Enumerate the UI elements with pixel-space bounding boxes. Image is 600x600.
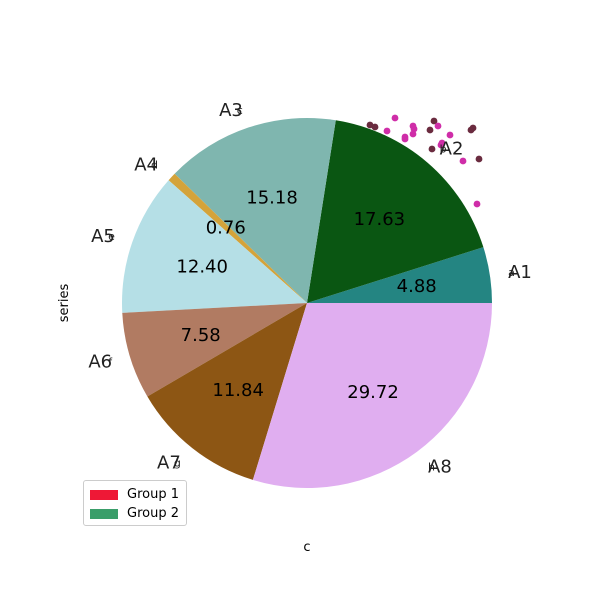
pie-slice-a3 (174, 118, 336, 303)
legend-label-group-2: Group 2 (127, 506, 179, 521)
slice-sublabel-a7: g (174, 457, 181, 470)
slice-value-a4: 0.76 (206, 217, 246, 238)
legend-label-group-1: Group 1 (127, 487, 179, 502)
slice-value-a5: 12.40 (176, 256, 228, 277)
pie-slice-a8 (252, 303, 492, 488)
pie-slice-a7 (147, 303, 307, 480)
scatter-point (430, 117, 438, 125)
slice-sublabel-a1: a (508, 266, 515, 279)
x-axis-label: c (303, 540, 310, 555)
scatter-point (391, 114, 399, 122)
legend-item-group-2: Group 2 (90, 504, 180, 523)
scatter-point (459, 157, 467, 165)
slice-label-a5: A5 (91, 226, 115, 247)
legend: Group 1 Group 2 (83, 480, 187, 526)
scatter-point (473, 200, 481, 208)
slice-value-a1: 4.88 (397, 276, 437, 297)
scatter-point (410, 125, 418, 133)
scatter-point (371, 123, 379, 131)
slice-value-a8: 29.72 (347, 382, 399, 403)
slice-value-a6: 7.58 (181, 325, 221, 346)
pie-slice-a6 (122, 303, 308, 397)
pie-slice-a4 (168, 173, 307, 303)
slice-label-a4: A4 (134, 154, 158, 175)
slice-label-a1: A1 (508, 262, 532, 283)
slice-value-a3: 15.18 (246, 188, 298, 209)
scatter-point (437, 141, 445, 149)
pie-slice-a1 (307, 247, 492, 303)
slice-sublabel-a3: c (237, 104, 243, 117)
slice-sublabel-a4: d (151, 158, 158, 171)
slice-label-a7: A7 (157, 453, 181, 474)
pie-slices (122, 118, 492, 488)
slice-labels: 4.88 aA1 17.63 bA2 15.18 cA3 0.76 dA4 12.40 eA5 7.… (88, 100, 532, 478)
legend-item-group-1: Group 1 (90, 485, 180, 504)
scatter-point (469, 124, 477, 132)
scatter-point (401, 135, 409, 143)
slice-sublabel-a2: b (440, 143, 447, 156)
scatter-overlay (366, 114, 483, 208)
slice-label-a6: A6 (88, 352, 112, 373)
slice-sublabel-a8: h (428, 461, 435, 474)
pie-slice-a5 (122, 180, 308, 313)
legend-swatch-group-1 (90, 489, 118, 500)
slice-label-a8: A8 (428, 457, 452, 478)
scatter-point (426, 126, 434, 134)
slice-label-a3: A3 (219, 100, 243, 121)
pie-slice-a2 (307, 120, 484, 303)
slice-value-a2: 17.63 (354, 209, 406, 230)
slice-sublabel-a6: f (108, 356, 113, 369)
scatter-point (475, 155, 483, 163)
scatter-point (428, 145, 436, 153)
scatter-point (446, 131, 454, 139)
slice-sublabel-a5: e (108, 230, 115, 243)
legend-swatch-group-2 (90, 508, 118, 519)
scatter-point (434, 122, 442, 130)
slice-value-a7: 11.84 (212, 380, 264, 401)
slice-label-a2: A2 (440, 139, 464, 160)
y-axis-label: series (57, 284, 72, 323)
scatter-point (383, 127, 391, 135)
